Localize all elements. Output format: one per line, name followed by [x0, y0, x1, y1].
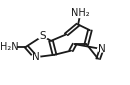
- Text: H₂N: H₂N: [0, 42, 19, 52]
- Text: NH₂: NH₂: [71, 8, 90, 18]
- Circle shape: [3, 42, 16, 51]
- Circle shape: [38, 33, 48, 39]
- Text: N: N: [32, 52, 40, 62]
- Text: S: S: [39, 31, 46, 41]
- Circle shape: [32, 54, 40, 60]
- Circle shape: [74, 9, 87, 18]
- Text: N: N: [98, 44, 106, 54]
- Circle shape: [98, 46, 106, 52]
